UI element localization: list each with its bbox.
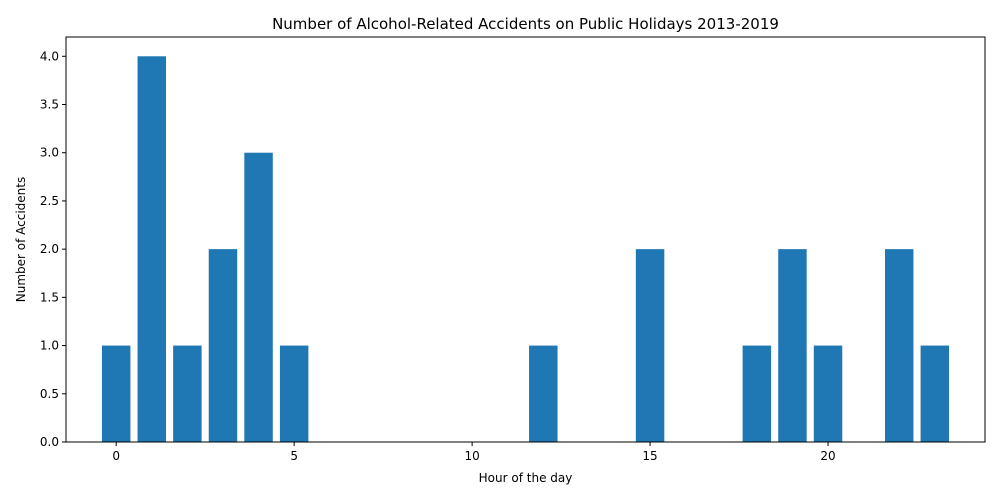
y-tick-label-0.0: 0.0 <box>40 435 59 449</box>
x-tick-label-5: 5 <box>290 449 298 463</box>
bar-hour-1 <box>137 56 167 443</box>
bar-hour-12 <box>529 345 558 442</box>
bar-hour-20 <box>813 345 843 442</box>
bar-hour-5 <box>279 345 309 442</box>
bar-hour-22 <box>884 249 914 442</box>
y-tick-label-3.5: 3.5 <box>40 98 59 112</box>
x-tick-label-20: 20 <box>820 449 835 463</box>
x-axis-ticks: 0 5 10 15 20 <box>112 442 836 463</box>
y-axis-label: Number of Accidents <box>14 177 28 303</box>
x-tick-label-0: 0 <box>112 449 120 463</box>
bar-hour-15 <box>635 249 665 442</box>
chart-title: Number of Alcohol-Related Accidents on P… <box>272 15 779 33</box>
x-tick-label-10: 10 <box>464 449 479 463</box>
y-tick-label-1.5: 1.5 <box>40 290 59 304</box>
y-tick-label-3.0: 3.0 <box>40 146 59 160</box>
bar-hour-3 <box>208 249 238 442</box>
bar-hour-2 <box>173 345 202 442</box>
y-axis-ticks: 0.0 0.5 1.0 1.5 2.0 2.5 3.0 3.5 4.0 <box>40 49 66 449</box>
bar-hour-19 <box>778 249 807 442</box>
x-axis-label: Hour of the day <box>479 471 573 485</box>
x-tick-label-15: 15 <box>642 449 657 463</box>
y-tick-label-2.5: 2.5 <box>40 194 59 208</box>
axes-group <box>65 36 986 443</box>
y-tick-label-4.0: 4.0 <box>40 49 59 63</box>
bar-hour-0 <box>101 345 131 442</box>
y-tick-label-1.0: 1.0 <box>40 339 59 353</box>
bar-hour-23 <box>920 345 950 442</box>
plot-frame <box>65 36 986 443</box>
y-tick-label-0.5: 0.5 <box>40 387 59 401</box>
bars-group <box>101 56 950 443</box>
bar-hour-4 <box>244 152 273 442</box>
y-tick-label-2.0: 2.0 <box>40 242 59 256</box>
bar-hour-18 <box>742 345 772 442</box>
